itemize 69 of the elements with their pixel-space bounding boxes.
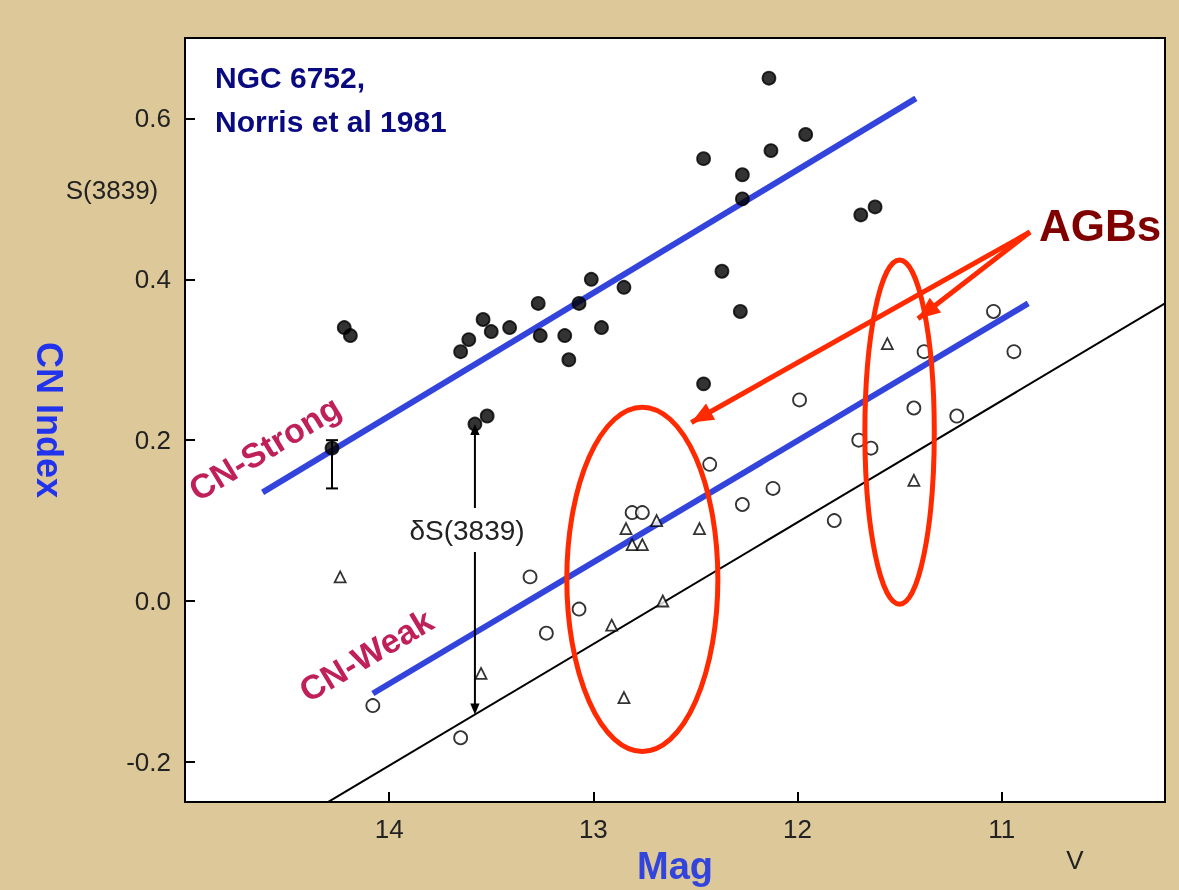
- point: [538, 625, 554, 641]
- point: [634, 505, 650, 520]
- text: NGC 6752, Norris et al 1981: [215, 60, 447, 138]
- point: [522, 569, 538, 585]
- point: [342, 328, 358, 343]
- point: [734, 167, 750, 183]
- point: [530, 296, 546, 311]
- point: [907, 473, 921, 487]
- point: [798, 127, 814, 142]
- point: [765, 481, 781, 496]
- y-tick-label: 0.2: [134, 425, 171, 456]
- point: [734, 497, 750, 512]
- point: [365, 698, 381, 713]
- point: [561, 352, 577, 368]
- point: [583, 271, 599, 287]
- point: [479, 408, 495, 424]
- point: [619, 522, 633, 536]
- point: [1006, 344, 1022, 360]
- x-tick-label: 11: [988, 814, 1016, 845]
- point: [532, 328, 548, 343]
- point: [696, 151, 711, 167]
- point: [986, 304, 1001, 319]
- point: [625, 538, 639, 552]
- point: [650, 514, 664, 527]
- point: [333, 570, 347, 584]
- point: [656, 594, 670, 608]
- x-axis-title: Mag: [637, 845, 713, 887]
- x-tick-label: 13: [578, 814, 608, 845]
- point: [571, 601, 587, 617]
- point: [734, 191, 750, 207]
- point: [761, 70, 777, 86]
- point: [616, 279, 632, 295]
- y-axis-title: CN Index: [28, 342, 70, 499]
- point: [475, 312, 491, 327]
- point: [906, 400, 922, 416]
- point: [571, 296, 587, 311]
- y-tick-label: 0.4: [134, 264, 171, 295]
- point: [453, 730, 469, 746]
- point: [853, 207, 869, 223]
- y-tick-label: 0.0: [134, 586, 171, 617]
- point: [617, 691, 631, 704]
- point: [605, 618, 619, 632]
- point: [949, 408, 965, 424]
- point: [483, 324, 499, 339]
- point: [714, 263, 730, 279]
- point: [461, 332, 477, 348]
- point: [867, 199, 883, 215]
- point: [453, 344, 469, 360]
- point: [880, 337, 894, 351]
- text: S(3839): [65, 175, 159, 205]
- point: [792, 392, 807, 408]
- y-tick-label: 0.6: [134, 103, 171, 134]
- point: [635, 538, 649, 552]
- annotation: AGBs: [1038, 200, 1162, 250]
- point: [693, 522, 706, 536]
- point: [594, 320, 609, 335]
- point: [557, 328, 573, 343]
- point: [763, 143, 779, 158]
- point: [702, 456, 718, 472]
- x-tick-label: 14: [374, 814, 404, 845]
- point: [502, 320, 518, 335]
- x-tick-label: 12: [783, 814, 812, 845]
- text: V: [1066, 845, 1085, 875]
- y-tick-label: -0.2: [126, 746, 171, 777]
- annotation: δS(3839): [409, 514, 525, 546]
- point: [826, 513, 842, 528]
- point: [696, 376, 711, 392]
- point: [474, 667, 488, 680]
- point: [732, 304, 748, 319]
